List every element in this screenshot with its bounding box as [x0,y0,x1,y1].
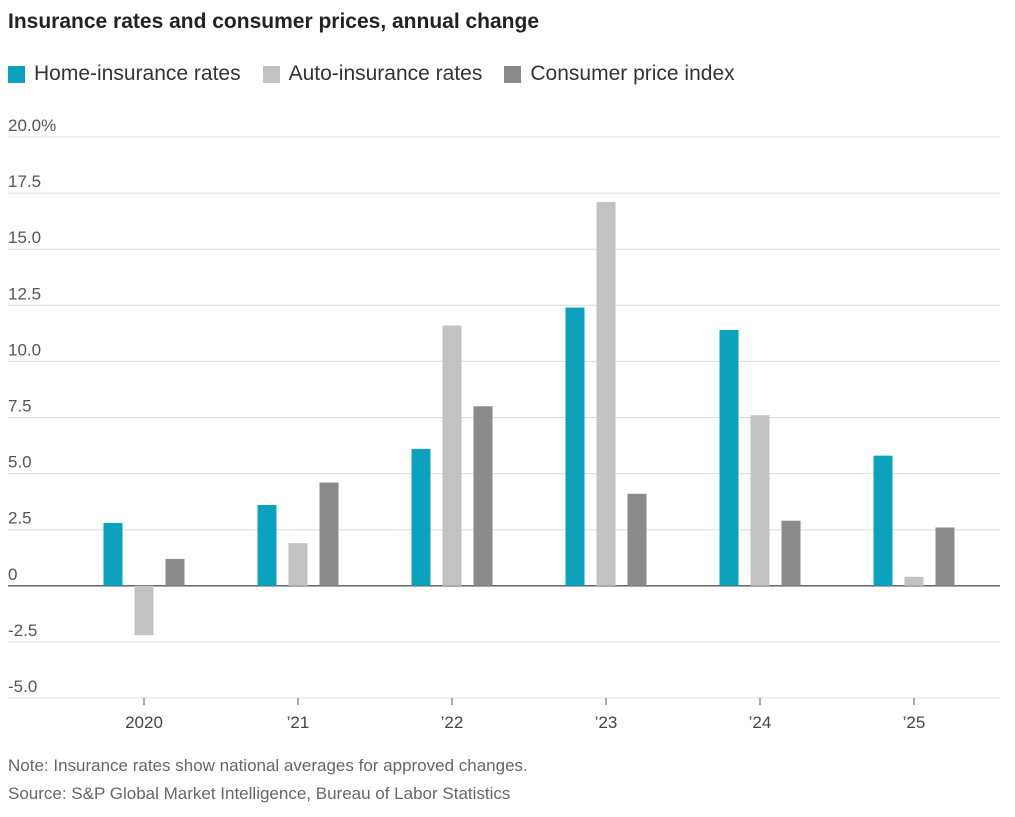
y-tick-label: 7.5 [8,397,32,416]
bar-cpi [935,527,955,586]
x-tick-label: ’25 [903,713,926,732]
legend-label-cpi: Consumer price index [530,62,735,85]
bar-home [411,448,431,586]
y-tick-label: 12.5 [8,284,41,303]
bar-cpi [473,406,493,586]
bar-cpi [627,493,647,586]
bar-home [873,455,893,586]
y-tick-label: 17.5 [8,172,41,191]
legend-label-home: Home-insurance rates [34,62,241,85]
y-tick-label: 15.0 [8,228,41,247]
x-tick-label: ’24 [749,713,772,732]
x-tick-label: 2020 [125,713,163,732]
bar-home [103,522,123,586]
legend-label-auto: Auto-insurance rates [288,62,483,85]
bar-auto [288,543,308,586]
y-tick-label: 2.5 [8,509,32,528]
bar-auto [904,576,924,586]
chart-title: Insurance rates and consumer prices, ann… [8,10,540,33]
legend-item-cpi: Consumer price index [504,62,735,86]
y-tick-label: 10.0 [8,340,41,359]
x-tick-label: ’23 [595,713,618,732]
bar-auto [134,585,154,636]
legend: Home-insurance rates Auto-insurance rate… [8,62,735,86]
legend-item-auto: Auto-insurance rates [262,62,483,86]
legend-item-home: Home-insurance rates [8,62,241,86]
x-tick-label: ’21 [287,713,310,732]
y-tick-label: -5.0 [8,677,37,696]
chart-source: Source: S&P Global Market Intelligence, … [8,784,511,803]
y-tick-label: 20.0% [8,116,56,135]
x-tick-label: ’22 [441,713,464,732]
y-tick-label: -2.5 [8,621,37,640]
legend-swatch-auto [262,65,280,83]
bar-auto [596,202,616,586]
y-tick-label: 0 [8,565,17,584]
bar-auto [442,325,462,586]
bar-home [719,329,739,586]
legend-swatch-cpi [504,65,522,83]
bar-cpi [165,558,185,586]
bar-home [565,307,585,586]
y-tick-label: 5.0 [8,453,32,472]
bar-cpi [781,520,801,586]
bar-cpi [319,482,339,586]
chart-note: Note: Insurance rates show national aver… [8,756,528,775]
legend-swatch-home [8,65,25,83]
bar-home [257,505,277,586]
bar-auto [750,415,770,586]
